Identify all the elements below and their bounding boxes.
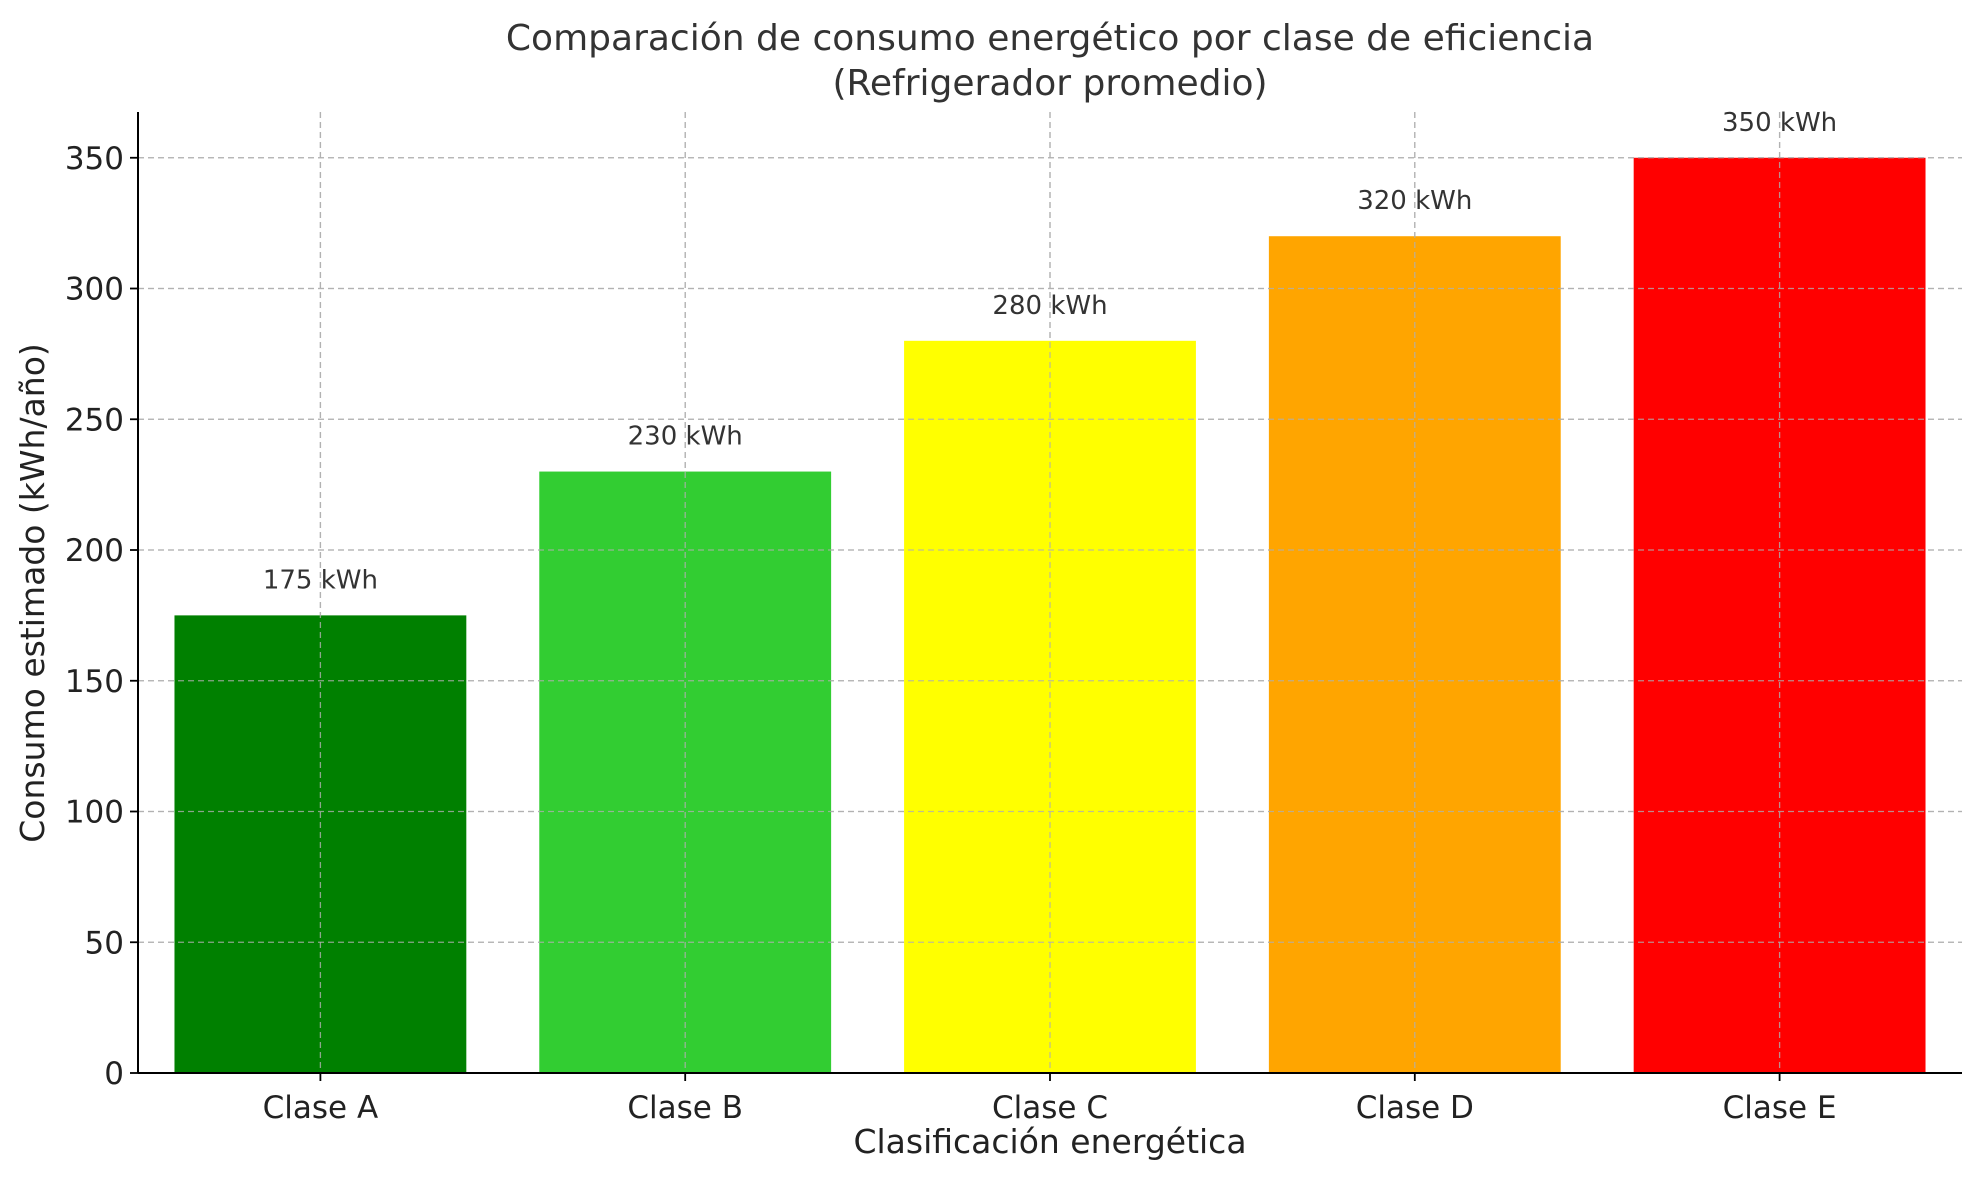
y-tick-label: 300	[65, 272, 124, 308]
axis-layer	[130, 112, 1962, 1081]
chart-title: Comparación de consumo energético por cl…	[506, 18, 1594, 59]
x-tick-label: Clase C	[992, 1090, 1108, 1126]
x-axis-label: Clasificación energética	[853, 1122, 1246, 1161]
y-axis-label: Consumo estimado (kWh/año)	[13, 343, 52, 843]
bar-value-label: 175 kWh	[263, 565, 378, 595]
bar-value-label: 350 kWh	[1722, 108, 1837, 138]
x-tick-label: Clase A	[263, 1090, 379, 1126]
y-tick-label: 50	[85, 925, 124, 961]
label-layer: 0 50 100 150 200 250 300 350 Clase A 175 kWh Clase…	[65, 108, 1837, 1126]
bar-value-label: 280 kWh	[992, 291, 1107, 321]
y-tick-label: 150	[65, 664, 124, 700]
bar-value-label: 230 kWh	[628, 422, 743, 452]
y-tick-label: 350	[65, 141, 124, 177]
y-tick-label: 100	[65, 795, 124, 831]
y-tick-label: 200	[65, 533, 124, 569]
bar-value-label: 320 kWh	[1357, 186, 1472, 216]
x-tick-label: Clase B	[627, 1090, 743, 1126]
x-tick-label: Clase E	[1723, 1090, 1837, 1126]
y-tick-label: 250	[65, 402, 124, 438]
chart-subtitle: (Refrigerador promedio)	[832, 63, 1267, 104]
x-tick-label: Clase D	[1356, 1090, 1474, 1126]
y-tick-label: 0	[104, 1056, 124, 1092]
